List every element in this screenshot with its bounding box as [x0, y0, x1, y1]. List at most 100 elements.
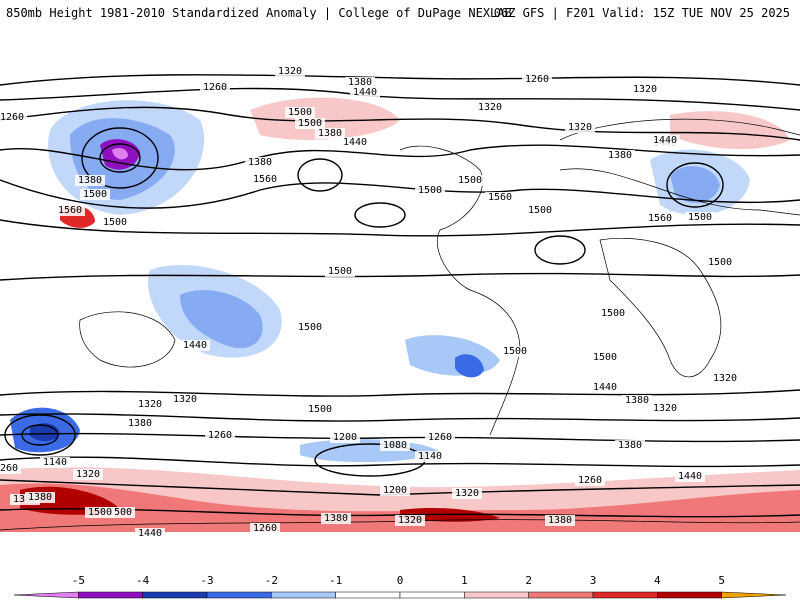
contour-label-bg	[295, 322, 325, 333]
contour-label: 1560	[488, 192, 512, 203]
contour-label-bg	[285, 107, 315, 118]
contour-label-bg	[325, 266, 355, 277]
colorbar-swatches	[13, 591, 787, 599]
colorbar-tick-label: -5	[72, 574, 85, 587]
contour-label: 1500	[288, 107, 312, 118]
contour-label: 1260	[203, 82, 227, 93]
contour-low-south-pacific	[4, 414, 76, 456]
colorbar-tick-label: 1	[461, 574, 468, 587]
anomaly-neg-south-atlantic-core	[455, 354, 484, 378]
contour-label: 1320	[455, 488, 479, 499]
colorbar-tick-label: -4	[136, 574, 150, 587]
contour-high-2	[534, 235, 586, 265]
colorbar-swatch	[142, 591, 208, 599]
contour-label-bg	[200, 82, 230, 93]
contour-label-bg	[380, 440, 410, 451]
contour-label-bg	[180, 340, 210, 351]
contour-label: 1320	[653, 403, 677, 414]
contour-label: 1380	[324, 513, 348, 524]
contour-label: 1260	[208, 430, 232, 441]
contour-label-bg	[452, 488, 482, 499]
contour-low-north-pacific-inner	[99, 143, 141, 173]
contour-label: 1320	[138, 399, 162, 410]
contour-label: 1560	[253, 174, 277, 185]
contour-label-bg	[395, 515, 425, 526]
colorbar-swatch	[721, 591, 787, 599]
contour-label: 1200	[383, 485, 407, 496]
colorbar-tick-label: 3	[590, 574, 597, 587]
contour-label-bg	[80, 189, 110, 200]
contour-label: 1320	[713, 373, 737, 384]
contour-label-bg	[415, 451, 445, 462]
anomaly-pos-north-2	[670, 111, 790, 150]
contour-label-bg	[105, 507, 135, 518]
contour-label: 1440	[678, 471, 702, 482]
contour-label-bg	[205, 430, 235, 441]
coastline-americas	[399, 145, 521, 436]
contour-label: 1260	[0, 112, 24, 123]
contour-line	[0, 389, 800, 397]
contour-line	[0, 106, 800, 141]
contour-line	[0, 272, 800, 281]
contour-label-bg	[275, 66, 305, 77]
contour-label: 1380	[618, 440, 642, 451]
colorbar-swatch	[78, 591, 143, 599]
contour-label: 1380	[28, 492, 52, 503]
contour-label: 1380	[78, 175, 102, 186]
contour-line	[0, 179, 800, 209]
contour-label-bg	[340, 137, 370, 148]
contour-label-bg	[605, 150, 635, 161]
anomaly-neg-sw-pacific-halo	[148, 264, 282, 358]
contour-label: 1500	[503, 346, 527, 357]
contour-label: 1260	[253, 523, 277, 534]
contour-label-bg	[475, 102, 505, 113]
contour-label-bg	[345, 77, 375, 88]
contour-label: 1500	[688, 212, 712, 223]
contour-label-bg	[685, 212, 715, 223]
contour-label-bg	[295, 118, 325, 129]
contour-label-bg	[0, 463, 21, 474]
colorbar-swatch	[528, 591, 594, 599]
contour-label-bg	[250, 523, 280, 534]
coastlines	[0, 118, 800, 531]
contour-label-bg	[650, 403, 680, 414]
contour-label: 1380	[625, 395, 649, 406]
contour-label: 1140	[418, 451, 442, 462]
contour-label: 1500	[458, 175, 482, 186]
contour-label: 1500	[528, 205, 552, 216]
contour-label-bg	[330, 432, 360, 443]
contour-label-bg	[0, 112, 27, 123]
contour-label: 1500	[708, 257, 732, 268]
contour-label: 1500	[298, 322, 322, 333]
contour-label-bg	[125, 418, 155, 429]
contour-label-bg	[380, 485, 410, 496]
contour-label-bg	[321, 513, 351, 524]
contour-label-bg	[415, 185, 445, 196]
contour-label-bg	[250, 174, 280, 185]
contour-label: 1440	[343, 137, 367, 148]
anomaly-map: 1320 1380 1260 1440 1500 1320 1260 1320 1260 1380…	[0, 40, 800, 560]
colorbar-tick-label: -2	[265, 574, 278, 587]
contour-label-bg	[525, 205, 555, 216]
colorbar-swatch	[657, 591, 722, 599]
colorbar-swatch	[271, 591, 336, 599]
contour-label: 1440	[593, 382, 617, 393]
contour-label-bg	[650, 135, 680, 146]
contour-label: 1440	[653, 135, 677, 146]
contour-label-layer: 1320 1380 1260 1440 1500 1320 1260 1320 1260 1380…	[0, 66, 740, 539]
contour-low-eurasia	[666, 162, 724, 208]
colorbar-swatch	[335, 591, 401, 599]
contour-label-bg	[55, 205, 85, 216]
contour-label: 1140	[43, 457, 67, 468]
colorbar: -5 -4 -3 -2 -1 0 1 2 3 4 5	[13, 574, 787, 599]
contour-label: 1560	[58, 205, 82, 216]
contour-low-south-pacific-inner	[21, 424, 59, 446]
contour-label-bg	[598, 308, 628, 319]
colorbar-swatch	[592, 591, 658, 599]
coastline-australia	[79, 311, 176, 368]
contour-label: 1500	[103, 217, 127, 228]
contour-line	[0, 456, 800, 468]
contour-label: 1440	[353, 87, 377, 98]
contour-label: 1320	[478, 102, 502, 113]
contour-label: 1500	[108, 507, 132, 518]
